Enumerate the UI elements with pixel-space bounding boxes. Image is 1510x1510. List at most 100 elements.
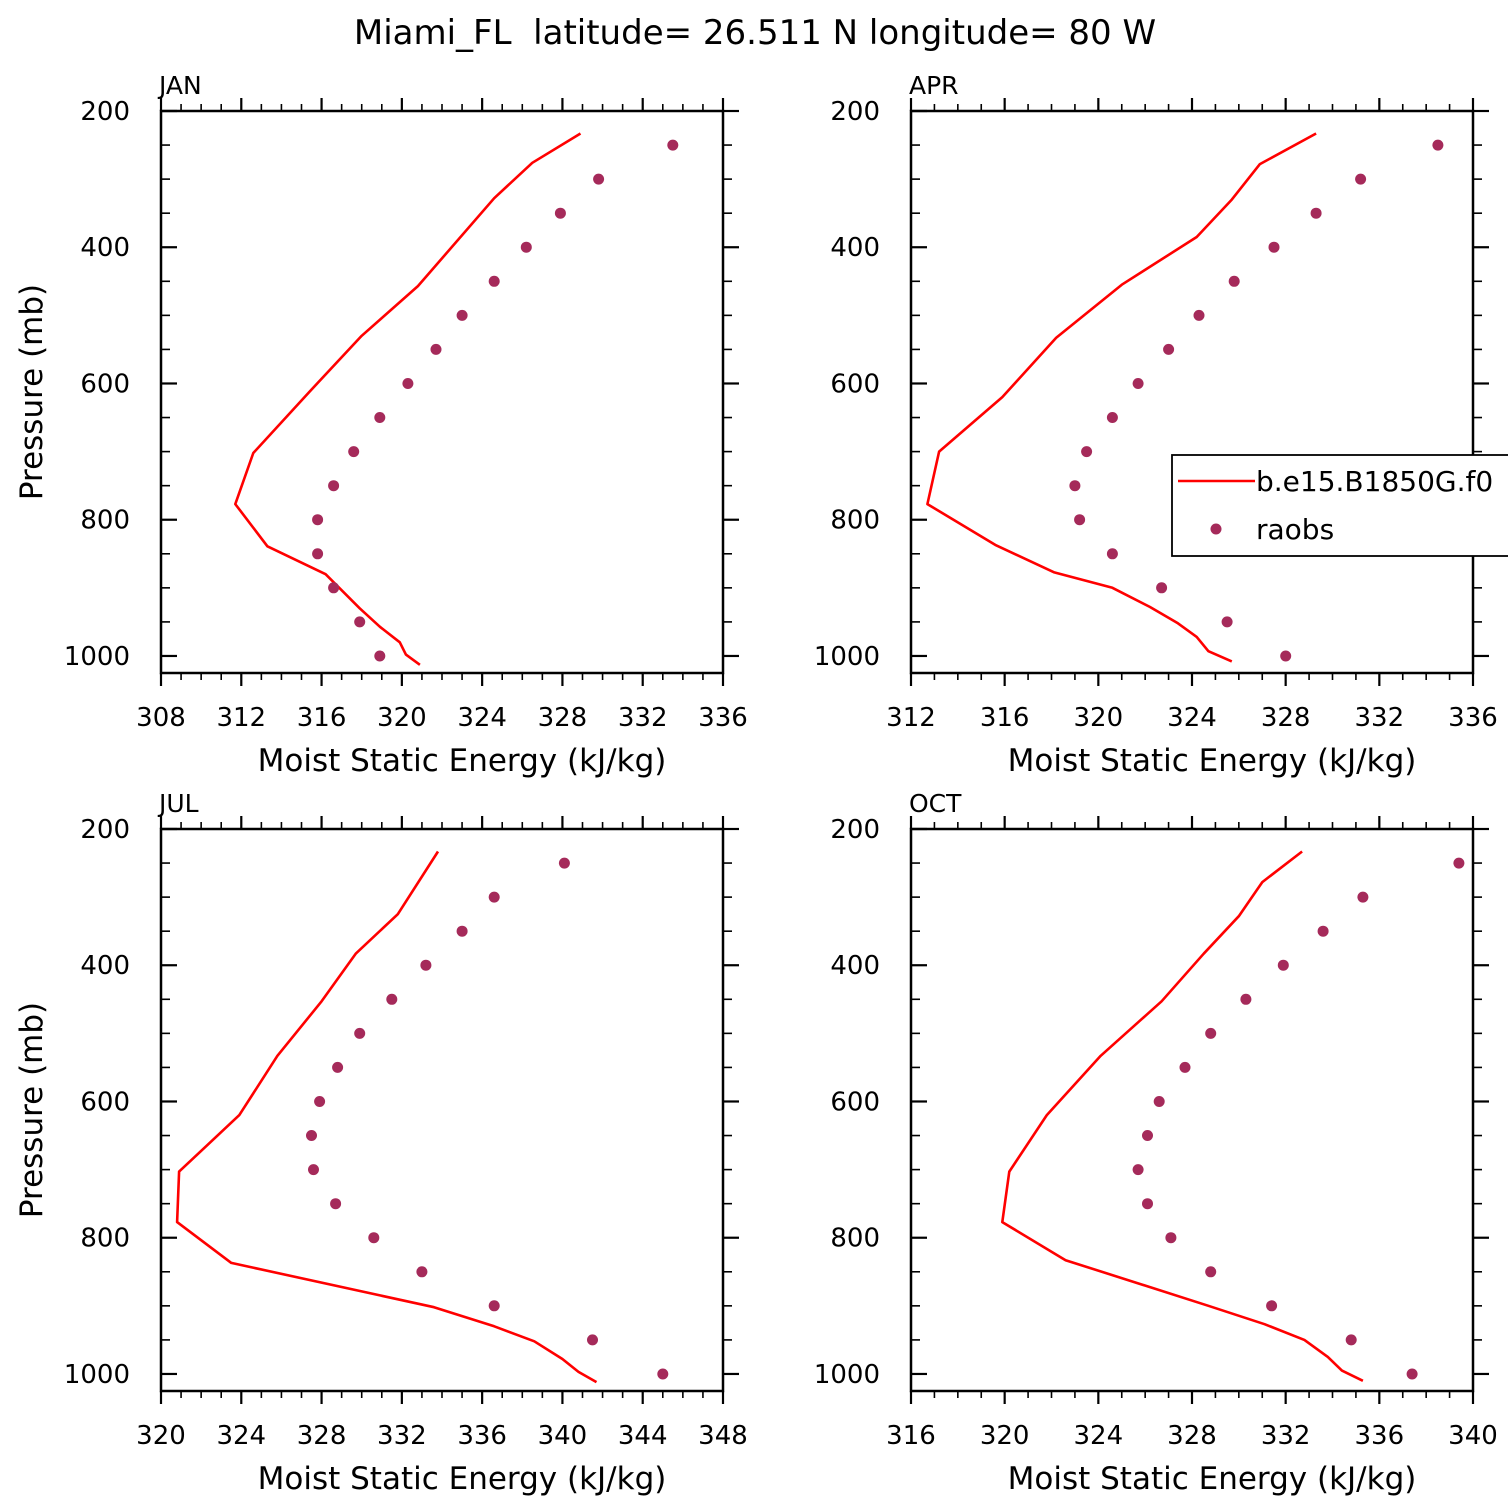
obs-point <box>1280 650 1292 662</box>
obs-point <box>1277 959 1289 971</box>
obs-point <box>1205 1266 1217 1278</box>
x-tick-label: 332 <box>377 1421 427 1451</box>
obs-point <box>1266 1300 1278 1312</box>
x-tick-label: 328 <box>297 1421 347 1451</box>
model-line <box>1000 850 1364 1382</box>
y-axis-label: Pressure (mb) <box>14 1002 50 1218</box>
obs-point <box>1228 275 1240 287</box>
plot-frame <box>909 827 1475 1393</box>
obs-point <box>1132 378 1144 389</box>
model-line <box>175 850 598 1384</box>
panel-jul: JUL 320 324 328 332 336 340 344 348 200 400 600 800 1… <box>14 789 748 1497</box>
obs-point <box>488 1300 500 1312</box>
x-tick-label: 324 <box>1074 1421 1124 1451</box>
obs-point <box>312 548 324 560</box>
x-tick-label: 328 <box>538 703 588 733</box>
obs-point <box>374 650 386 662</box>
x-tick-label: 316 <box>980 703 1030 733</box>
obs-point <box>328 582 340 594</box>
obs-point <box>1310 207 1322 219</box>
obs-point <box>1355 173 1367 185</box>
obs-point <box>1179 1061 1191 1073</box>
x-tick-label: 332 <box>618 703 668 733</box>
obs-point <box>354 1027 366 1039</box>
legend-obs-label: raobs <box>1256 513 1334 546</box>
obs-point <box>314 1096 326 1107</box>
model-line <box>926 132 1317 663</box>
x-tick-label: 324 <box>216 1421 266 1451</box>
panel-jan: JAN 308 312 316 320 324 328 332 336 200 400 600 800 1… <box>14 71 748 779</box>
obs-point <box>332 1061 344 1073</box>
obs-point <box>1142 1198 1153 1210</box>
y-tick-label: 600 <box>80 1087 130 1117</box>
obs-point <box>657 1368 669 1380</box>
obs-point <box>1142 1130 1153 1141</box>
y-tick-label: 1000 <box>814 1360 880 1390</box>
x-tick-label: 308 <box>136 703 186 733</box>
obs-point <box>593 173 605 185</box>
y-tick-label: 600 <box>80 369 130 399</box>
obs-point <box>587 1334 598 1346</box>
x-tick-label: 324 <box>1167 703 1217 733</box>
obs-point <box>667 139 679 151</box>
x-tick-label: 312 <box>216 703 266 733</box>
y-tick-label: 1000 <box>64 642 130 672</box>
obs-point <box>1317 925 1329 937</box>
x-tick-label: 340 <box>538 1421 588 1451</box>
obs-point <box>488 275 500 287</box>
y-tick-label: 200 <box>80 815 130 845</box>
plot-frame <box>909 109 1475 675</box>
y-tick-label: 800 <box>80 1224 130 1254</box>
x-tick-label: 336 <box>1355 1421 1405 1451</box>
obs-point <box>1345 1334 1357 1346</box>
obs-point <box>1163 343 1175 355</box>
obs-point <box>386 993 398 1005</box>
obs-point <box>1156 582 1168 594</box>
y-axis-label: Pressure (mb) <box>14 284 50 500</box>
panel-label: APR <box>909 71 959 100</box>
obs-point <box>312 514 324 526</box>
obs-point <box>520 241 532 253</box>
x-tick-label: 336 <box>698 703 748 733</box>
y-tick-label: 200 <box>830 815 880 845</box>
obs-point <box>1205 1027 1217 1039</box>
obs-point <box>420 959 432 971</box>
obs-point <box>1165 1232 1177 1244</box>
plot-frame <box>159 827 725 1393</box>
obs-point <box>1268 241 1280 253</box>
y-tick-label: 800 <box>830 1224 880 1254</box>
obs-point <box>308 1164 319 1176</box>
x-tick-label: 320 <box>1074 703 1124 733</box>
obs-point <box>558 857 570 869</box>
y-tick-label: 400 <box>830 233 880 263</box>
y-tick-label: 400 <box>80 951 130 981</box>
panels: JAN 308 312 316 320 324 328 332 336 200 400 600 800 1… <box>14 71 1498 1497</box>
obs-point <box>456 309 468 321</box>
x-tick-label: 324 <box>457 703 507 733</box>
model-line <box>234 132 582 666</box>
obs-point <box>368 1232 380 1244</box>
x-tick-label: 328 <box>1261 703 1311 733</box>
legend-box <box>1171 454 1508 557</box>
obs-point <box>456 925 468 937</box>
obs-point <box>1106 548 1118 560</box>
x-tick-label: 320 <box>136 1421 186 1451</box>
panel-apr: APR 312 316 320 324 328 332 336 200 400 600 800 1000… <box>814 71 1498 779</box>
y-tick-label: 400 <box>80 233 130 263</box>
x-tick-label: 320 <box>377 703 427 733</box>
obs-point <box>1432 139 1444 151</box>
plot-frame <box>159 109 725 675</box>
obs-point <box>1240 993 1252 1005</box>
obs-point <box>348 446 360 458</box>
x-tick-label: 332 <box>1261 1421 1311 1451</box>
obs-point <box>1069 480 1081 492</box>
y-tick-label: 600 <box>830 369 880 399</box>
panel-oct: OCT 316 320 324 328 332 336 340 200 400 600 800 1000… <box>814 789 1498 1497</box>
obs-point <box>328 480 340 492</box>
y-tick-label: 800 <box>830 506 880 536</box>
x-tick-label: 336 <box>1448 703 1498 733</box>
legend-obs-marker <box>1210 523 1222 535</box>
x-tick-label: 320 <box>980 1421 1030 1451</box>
y-tick-label: 600 <box>830 1087 880 1117</box>
